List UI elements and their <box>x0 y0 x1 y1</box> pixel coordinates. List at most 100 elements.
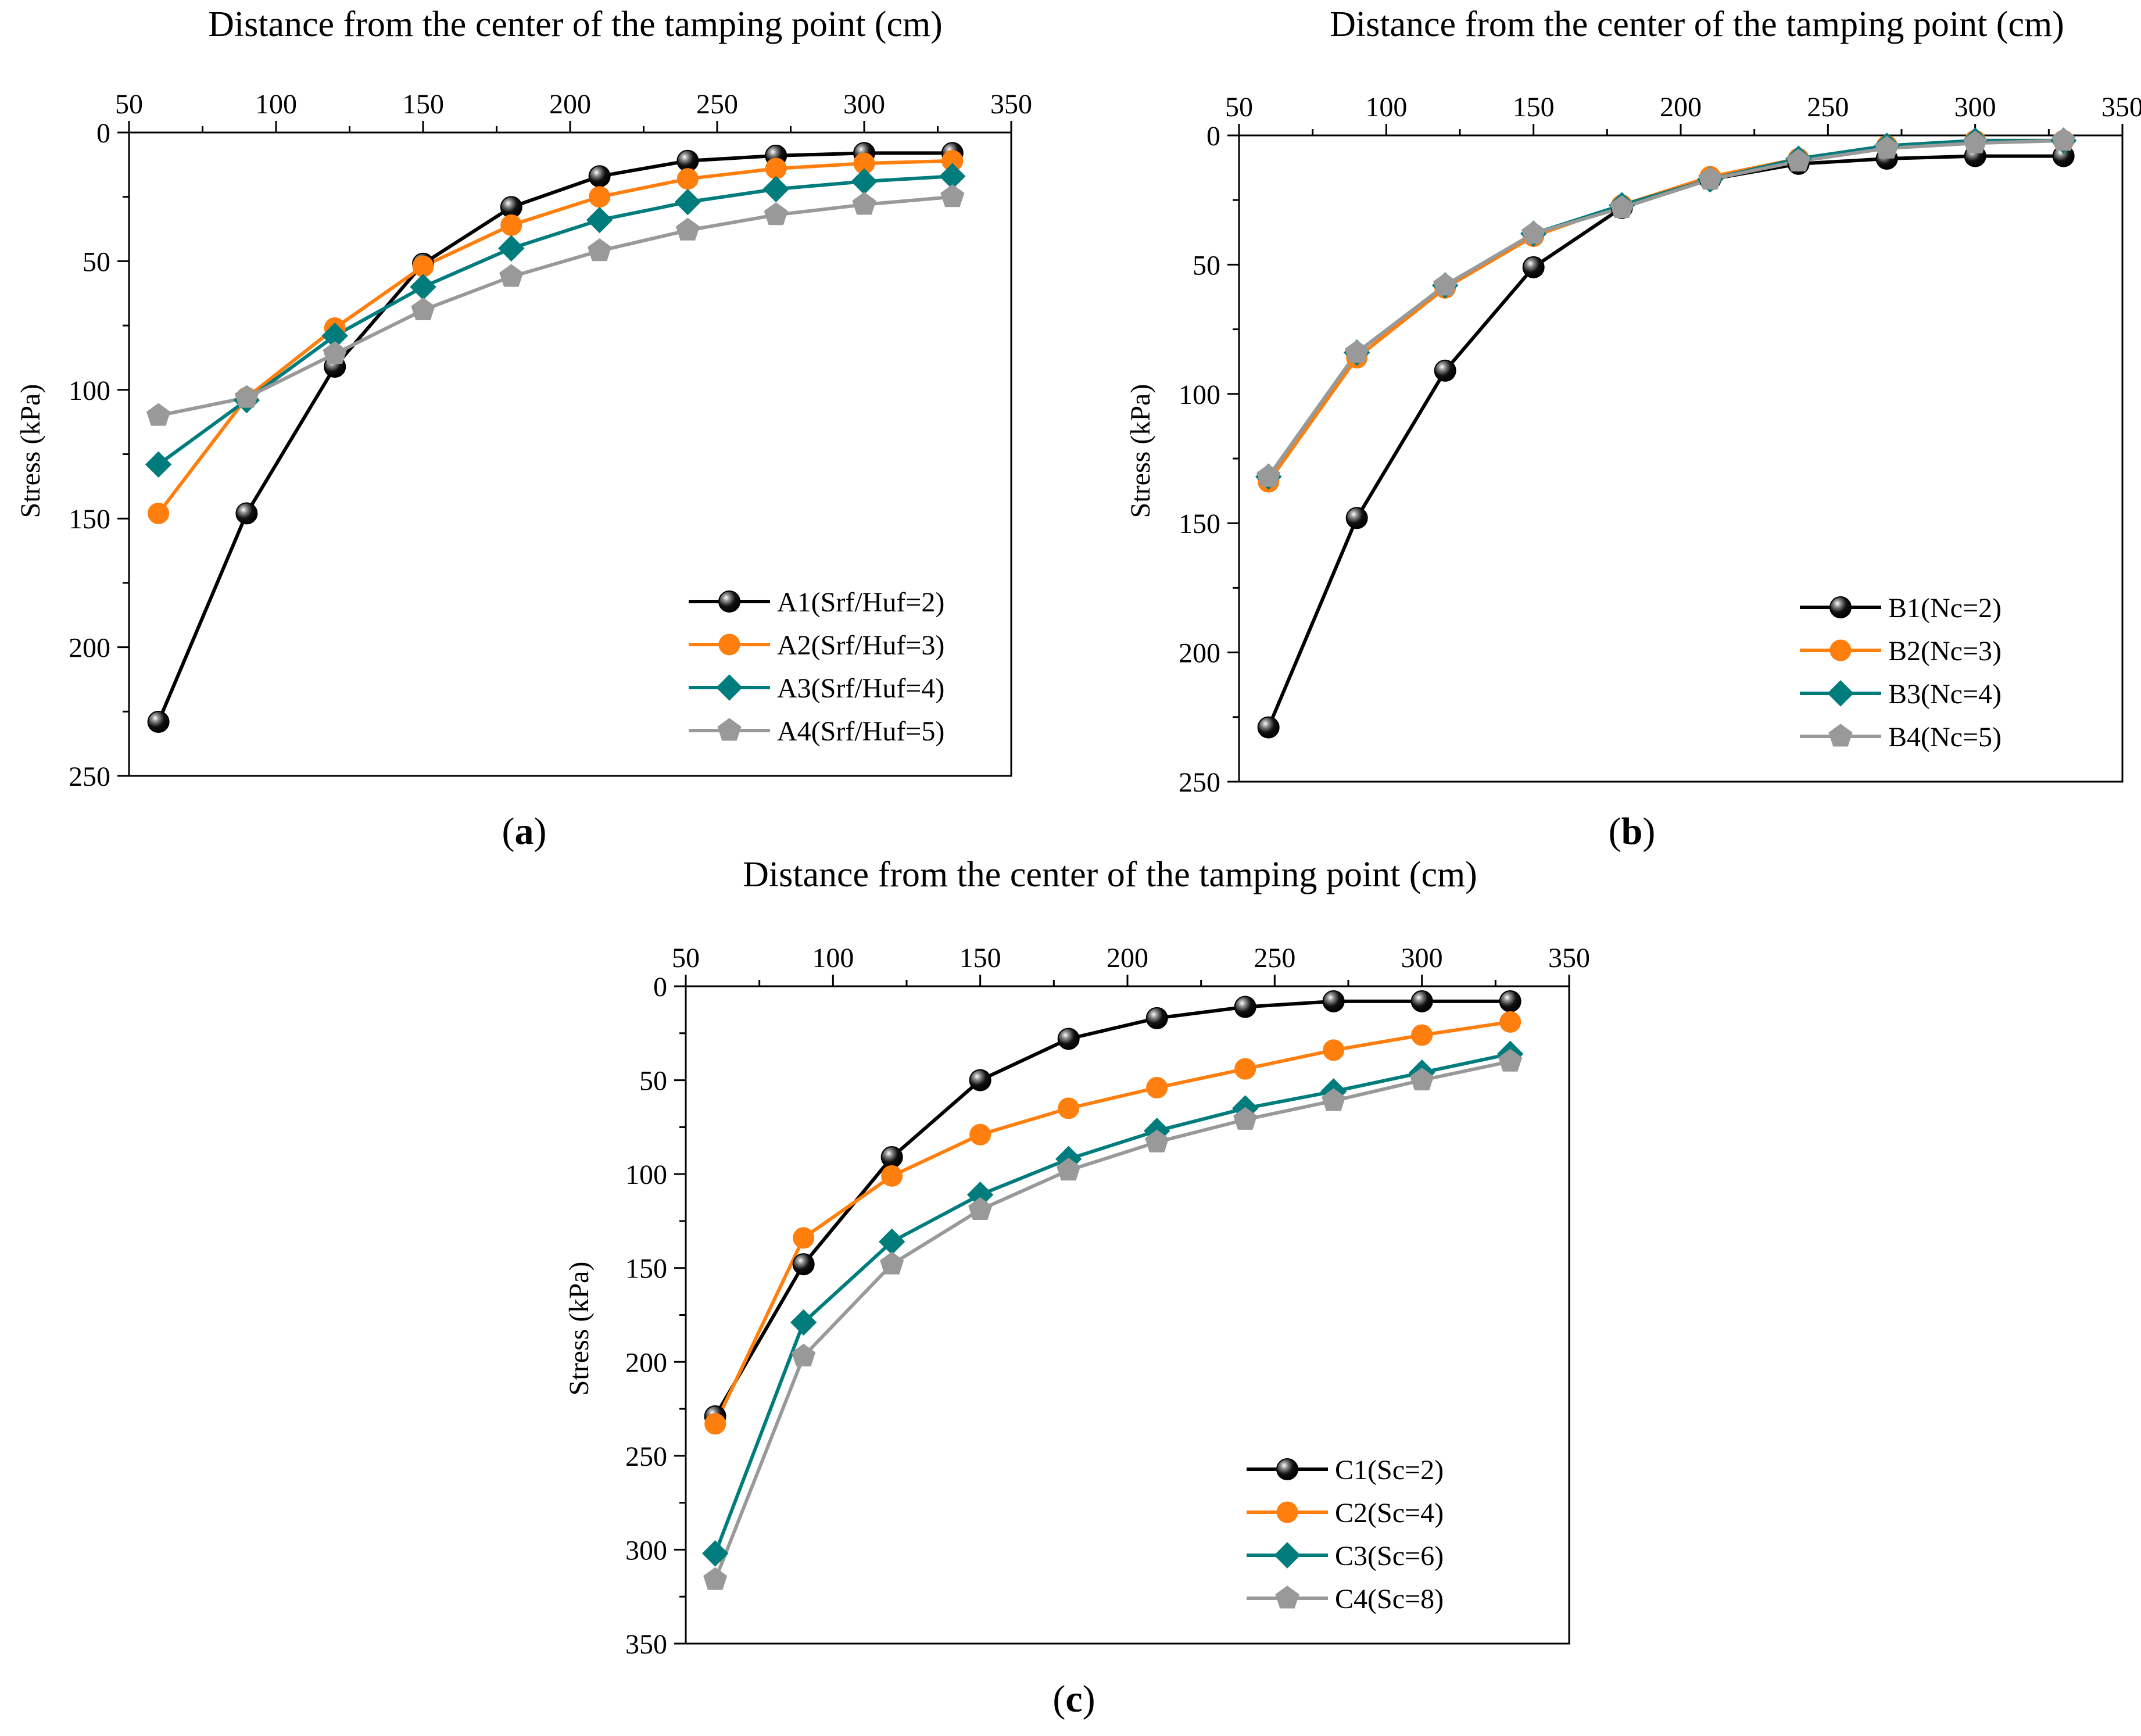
chart-b-ytick-label: 0 <box>1206 121 1220 152</box>
chart-a-xtick-label: 350 <box>990 89 1032 120</box>
chart-b-series-4-point <box>1345 339 1369 363</box>
chart-b-xlabel: Distance from the center of the tamping … <box>1330 5 2064 44</box>
chart-a-ytick-label: 0 <box>96 118 110 149</box>
chart-b-ytick-label: 250 <box>1179 767 1220 798</box>
chart-c-panel-label: (c) <box>1052 1678 1095 1720</box>
chart-b-series-4-point <box>1433 273 1458 296</box>
chart-c-legend-marker <box>1275 1585 1299 1609</box>
chart-b-xtick-label: 250 <box>1807 92 1849 123</box>
chart-b-ylabel: Stress (kPa) <box>1125 384 1156 518</box>
chart-a-series-2-point <box>148 502 170 524</box>
chart-c-ytick-label: 350 <box>625 1629 667 1660</box>
chart-c-series-4-point <box>1498 1048 1523 1072</box>
chart-c-series-2-point <box>1058 1097 1080 1119</box>
chart-a-series-4-point <box>411 297 435 320</box>
chart-a-series-2-point <box>500 214 522 236</box>
chart-a-series-1-line <box>156 151 953 723</box>
chart-b-ytick-label: 100 <box>1179 380 1220 410</box>
chart-c-ytick-label: 200 <box>625 1347 667 1378</box>
chart-c-series-4-point <box>1322 1088 1346 1111</box>
chart-a-series-3-point <box>145 451 172 478</box>
chart-b-xtick-label: 150 <box>1513 92 1555 123</box>
chart-a-series-3-point <box>851 168 878 195</box>
chart-a-legend-marker <box>718 590 740 613</box>
chart-a-series-3-point <box>586 206 613 234</box>
chart-c-series-2-point <box>793 1227 815 1249</box>
chart-b-series-1-point <box>1522 256 1545 278</box>
chart-c-series-1-point <box>880 1146 903 1169</box>
chart-c-series-1-point <box>792 1253 815 1276</box>
chart-c-legend-entry: C2(Sc=4) <box>1335 1498 1444 1529</box>
chart-c-xtick-label: 250 <box>1254 943 1295 973</box>
chart-a-series-1-point <box>588 165 611 188</box>
chart-panel-b: Distance from the center of the tamping … <box>1125 5 2141 853</box>
chart-c-legend-marker <box>1276 1458 1298 1480</box>
chart-a-ytick-label: 50 <box>83 246 110 277</box>
chart-a-series-1-point <box>147 711 170 733</box>
chart-a-xtick-label: 300 <box>843 89 885 120</box>
chart-c-ytick-label: 250 <box>625 1441 667 1472</box>
chart-a-series-2-line <box>157 159 953 515</box>
chart-b-xtick-label: 100 <box>1365 92 1407 123</box>
chart-a-series-4-point <box>764 202 788 225</box>
chart-c-xlabel: Distance from the center of the tamping … <box>743 855 1477 894</box>
chart-c-ylabel: Stress (kPa) <box>564 1262 595 1396</box>
chart-c-series-2-point <box>1411 1024 1433 1046</box>
chart-b-ytick-label: 150 <box>1179 509 1220 539</box>
chart-c-xtick-label: 200 <box>1107 943 1148 973</box>
chart-a-series-4-point <box>499 264 524 287</box>
chart-c-legend-marker <box>1276 1501 1298 1523</box>
chart-c-series-2-point <box>1146 1076 1168 1098</box>
chart-a-ytick-label: 150 <box>69 504 110 535</box>
chart-a-series-1-point <box>235 502 258 525</box>
chart-panel-c: Distance from the center of the tamping … <box>564 855 1590 1720</box>
chart-b-ytick-label: 50 <box>1193 250 1220 281</box>
chart-c-series-1-point <box>969 1069 991 1091</box>
chart-a-xtick-label: 250 <box>696 89 738 120</box>
chart-a-xtick-label: 150 <box>402 89 444 120</box>
chart-c-series-2-point <box>1499 1011 1521 1033</box>
chart-c-series-3-point <box>701 1540 729 1567</box>
chart-a-xlabel: Distance from the center of the tamping … <box>208 5 943 44</box>
chart-c-xtick-label: 100 <box>812 943 854 973</box>
chart-a-series-3-point <box>498 235 525 262</box>
chart-c-legend-entry: C1(Sc=2) <box>1335 1455 1444 1486</box>
chart-c-series-4-point <box>1410 1067 1434 1091</box>
chart-c-series-4-line <box>713 1060 1511 1581</box>
chart-b-series-4-point <box>2052 128 2076 151</box>
chart-c-ytick-label: 0 <box>653 972 667 1003</box>
chart-c-series-2-point <box>704 1413 726 1435</box>
chart-a-series-2-point <box>589 186 611 208</box>
chart-b-series-4-point <box>1963 130 1988 153</box>
chart-a-legend-entry: A3(Srf/Huf=4) <box>777 673 944 704</box>
chart-c-series-3-point <box>790 1309 817 1336</box>
chart-a-series-4-point <box>852 192 876 215</box>
chart-a-series-3-point <box>410 273 436 300</box>
chart-c-ytick-label: 50 <box>639 1066 667 1097</box>
chart-c-series-1-line <box>714 999 1510 1418</box>
chart-c-ytick-label: 300 <box>625 1535 667 1566</box>
chart-c-series-4-point <box>968 1197 993 1220</box>
chart-panel-a: Distance from the center of the tamping … <box>15 5 1032 853</box>
chart-a-panel-label: (a) <box>502 810 547 853</box>
chart-a-series-2-point <box>676 168 699 190</box>
chart-c-series-2-point <box>969 1123 991 1146</box>
chart-c-xtick-label: 150 <box>959 943 1001 973</box>
chart-c-series-2-line <box>713 1020 1511 1425</box>
chart-c-series-2-point <box>881 1165 903 1187</box>
chart-c-series-4-point <box>1057 1158 1081 1181</box>
chart-a-series-3-line <box>157 174 953 466</box>
chart-c-legend-marker <box>1274 1542 1301 1569</box>
chart-c-series-2-point <box>1323 1039 1345 1061</box>
chart-b-series-4-point <box>1521 221 1546 244</box>
chart-a-legend-entry: A1(Srf/Huf=2) <box>777 587 944 618</box>
chart-c-xtick-label: 350 <box>1548 943 1590 973</box>
chart-b-panel-label: (b) <box>1609 810 1656 853</box>
chart-c-series-4-point <box>792 1343 816 1367</box>
chart-c-series-1-point <box>1322 990 1345 1012</box>
chart-a-series-4-point <box>146 403 171 426</box>
chart-a-legend-marker <box>716 674 743 701</box>
chart-a-series-4-line <box>157 195 953 418</box>
chart-c-ytick-label: 100 <box>625 1159 667 1190</box>
